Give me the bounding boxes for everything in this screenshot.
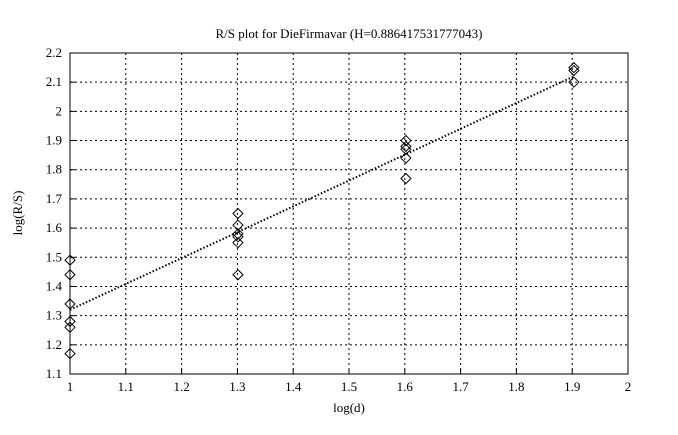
y-tick-label: 1.8 (46, 162, 62, 177)
plot-frame (69, 52, 629, 375)
data-point (232, 228, 244, 240)
x-tick-label: 1.5 (341, 379, 357, 394)
y-tick-label: 2.1 (46, 74, 62, 89)
x-tick-label: 1 (67, 379, 74, 394)
x-tick-label: 1.1 (118, 379, 134, 394)
x-tick-label: 1.8 (508, 379, 524, 394)
y-tick-label: 1.5 (46, 249, 62, 264)
x-tick-label: 1.2 (173, 379, 189, 394)
data-point (400, 172, 412, 185)
data-point (568, 76, 580, 88)
fit-line (69, 75, 575, 311)
data-point (232, 207, 244, 220)
chart-title: R/S plot for DieFirmavar (H=0.8864175317… (216, 26, 483, 41)
data-point (232, 231, 244, 243)
x-tick-label: 1.4 (285, 379, 302, 394)
y-tick-label: 2.2 (46, 45, 62, 60)
data-point (232, 236, 244, 249)
y-tick-label: 2 (56, 103, 63, 118)
data-point (568, 61, 580, 74)
y-tick-label: 1.2 (46, 337, 62, 352)
y-axis-label: log(R/S) (10, 191, 25, 236)
y-tick-label: 1.4 (46, 278, 63, 293)
x-tick-label: 1.3 (229, 379, 245, 394)
data-point (232, 269, 244, 281)
y-tick-label: 1.1 (46, 366, 62, 381)
x-tick-label: 1.9 (564, 379, 580, 394)
y-tick-label: 1.7 (46, 191, 63, 206)
data-point (568, 64, 580, 77)
y-tick-label: 1.3 (46, 308, 62, 323)
y-tick-label: 1.9 (46, 133, 62, 148)
data-point (400, 134, 412, 147)
data-point (400, 152, 412, 164)
x-tick-label: 1.7 (452, 379, 469, 394)
data-point (400, 140, 412, 153)
data-point (232, 219, 244, 231)
y-tick-label: 1.6 (46, 220, 63, 235)
x-tick-label: 1.6 (397, 379, 414, 394)
data-point (400, 143, 412, 156)
x-axis-label: log(d) (333, 400, 365, 415)
x-tick-label: 2 (625, 379, 632, 394)
